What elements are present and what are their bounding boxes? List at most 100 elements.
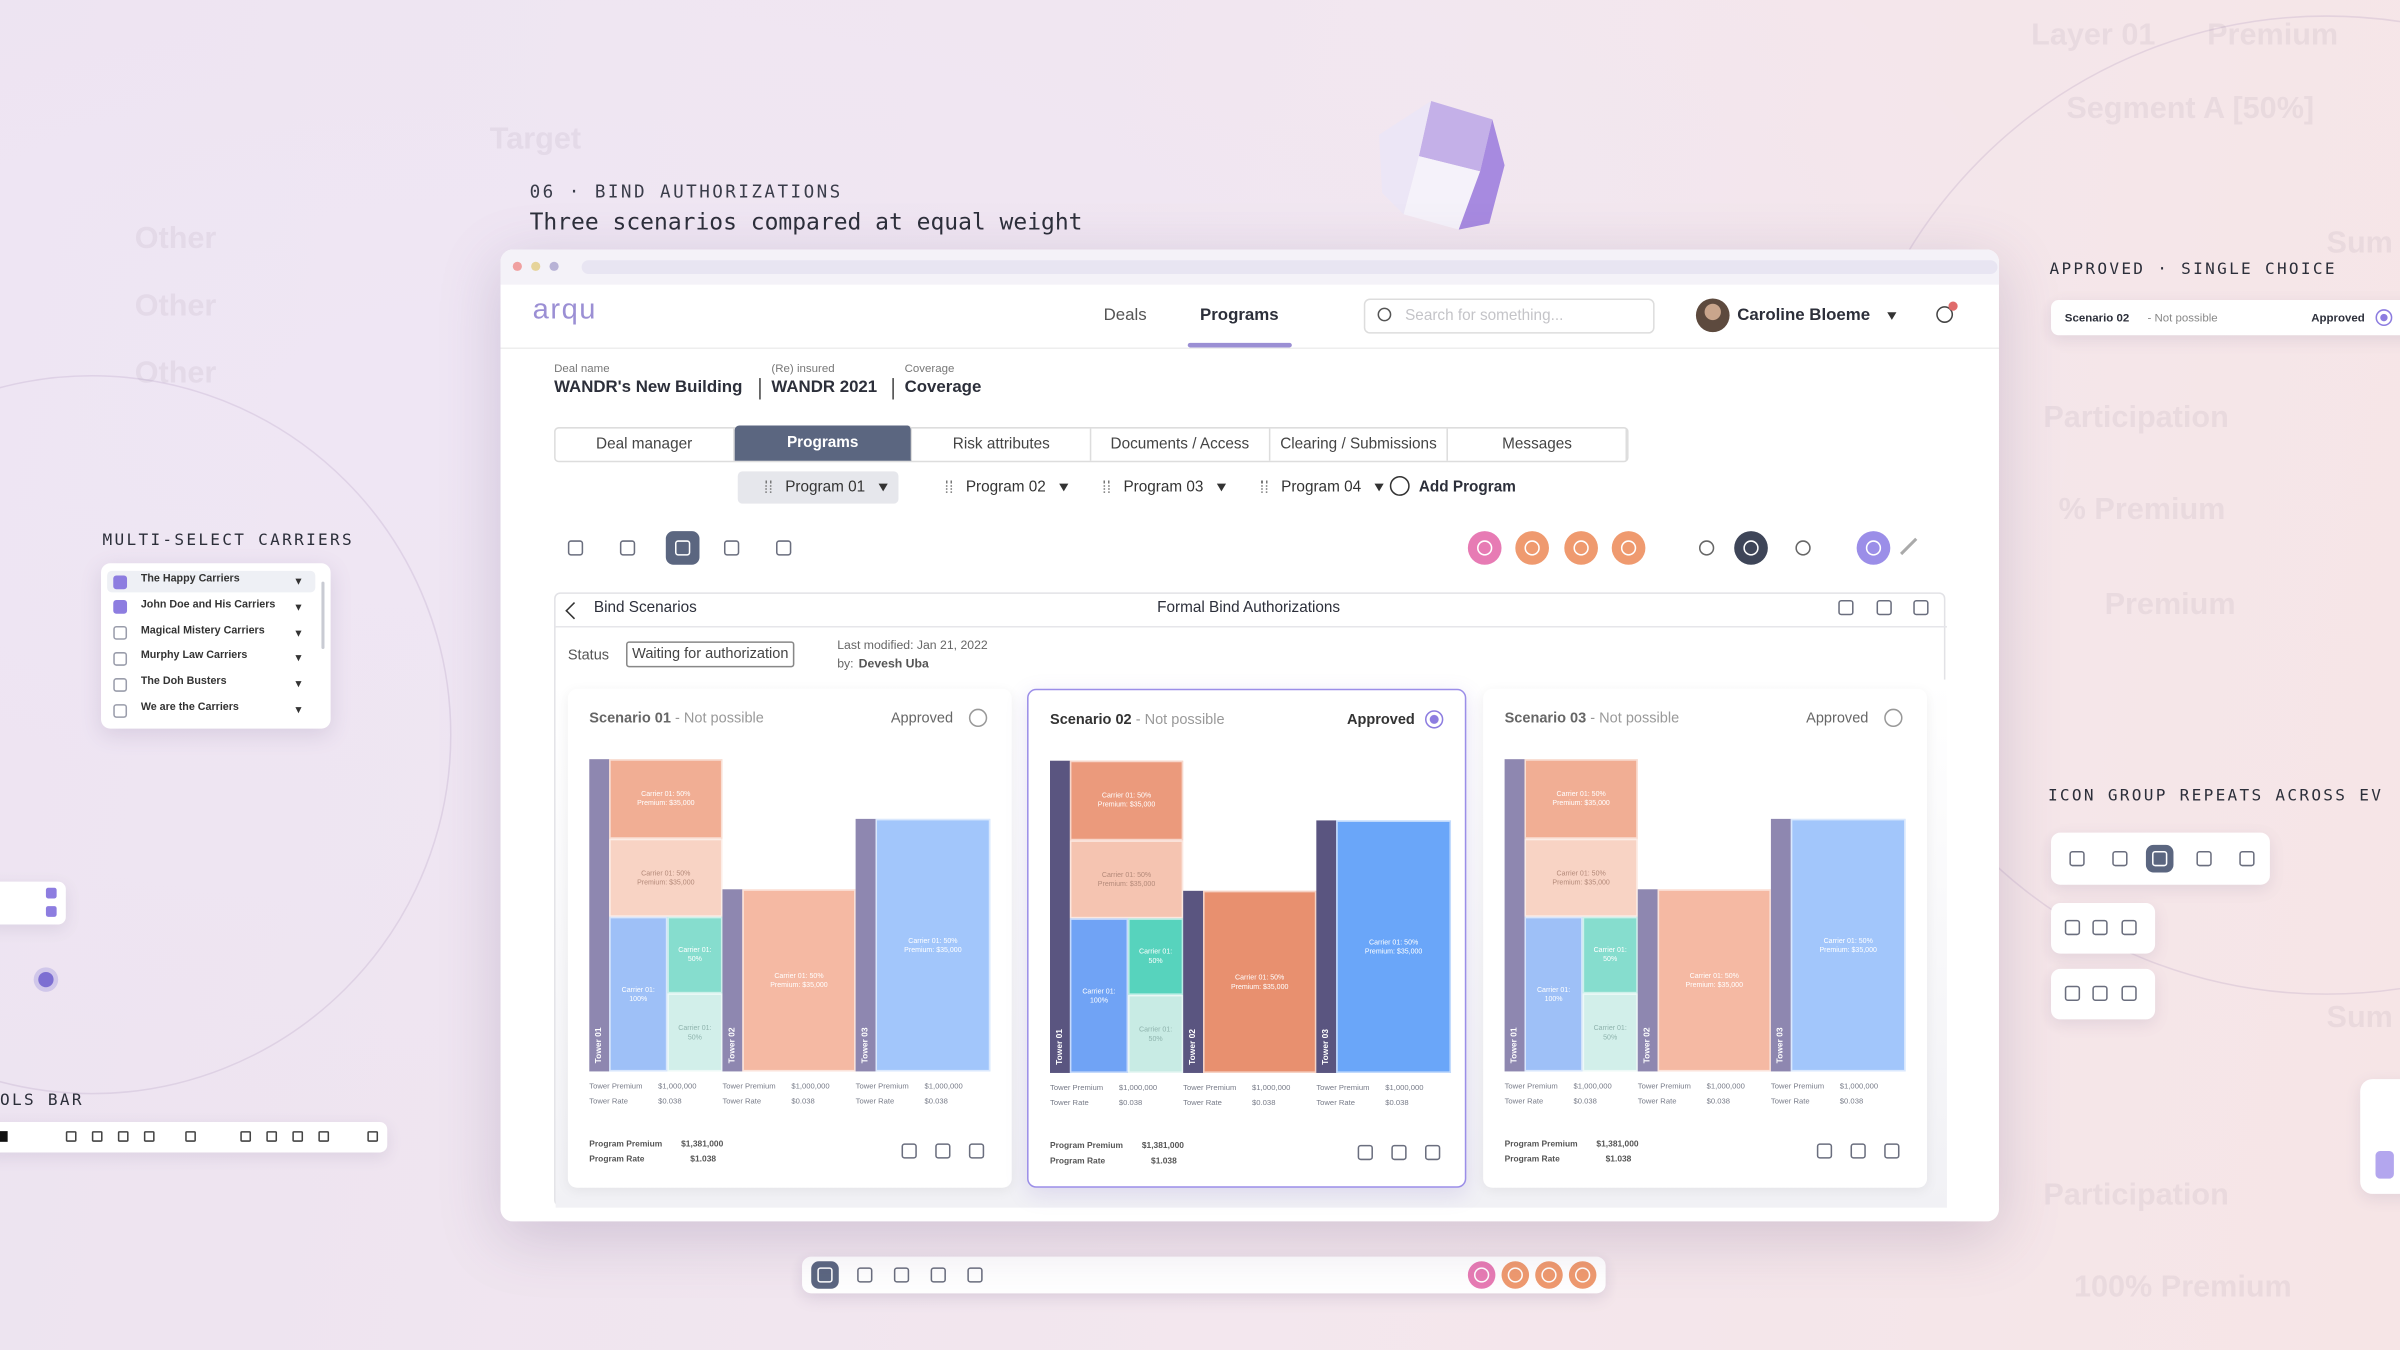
icon-button[interactable] [614, 534, 642, 562]
action-button[interactable] [1564, 531, 1598, 565]
icon-button[interactable] [2117, 915, 2141, 939]
icon-button[interactable] [964, 1139, 988, 1163]
tab[interactable]: Clearing / Submissions [1270, 428, 1449, 461]
icon-button[interactable] [2117, 981, 2141, 1005]
icon-button[interactable] [2063, 845, 2091, 873]
panel-action[interactable] [1834, 595, 1857, 618]
action-button[interactable] [1568, 1261, 1597, 1289]
icon-button[interactable] [1812, 1139, 1836, 1163]
add-program[interactable]: Add Program [1418, 479, 1516, 496]
panel-back[interactable]: Bind Scenarios [593, 599, 697, 617]
dropdown-caret [295, 707, 302, 714]
tab[interactable]: Deal manager [556, 428, 735, 461]
carrier-name: The Happy Carriers [140, 573, 240, 585]
search-box[interactable]: Search for something... [1363, 298, 1655, 334]
user-name: Caroline Bloeme [1737, 306, 1871, 325]
save-button[interactable] [1856, 531, 1891, 565]
nav-link[interactable]: Programs [1199, 306, 1279, 325]
scenario-card[interactable]: Scenario 02 - Not possible Approved Tower … [1027, 688, 1467, 1188]
icon-button[interactable] [718, 534, 746, 562]
view-toggle[interactable] [1786, 531, 1820, 565]
tower-premium: $1,000,000 [658, 1082, 697, 1092]
format-button[interactable] [266, 1131, 278, 1142]
tower-premium: $1,000,000 [1252, 1083, 1291, 1093]
approved-radio[interactable] [1884, 708, 1903, 728]
window-dot [549, 261, 559, 271]
format-button[interactable] [292, 1131, 304, 1142]
action-button[interactable] [1515, 531, 1549, 565]
icon-button[interactable] [851, 1261, 879, 1289]
icon-button[interactable] [2088, 915, 2112, 939]
format-button[interactable] [143, 1131, 155, 1142]
icon-button[interactable] [2060, 981, 2084, 1005]
tab[interactable]: Programs [734, 425, 913, 461]
format-button[interactable] [117, 1131, 129, 1142]
icon-button[interactable] [1387, 1140, 1411, 1164]
radio [2375, 309, 2393, 327]
tab[interactable]: Messages [1449, 428, 1628, 461]
format-button[interactable] [318, 1131, 330, 1142]
icon-button[interactable] [1846, 1139, 1870, 1163]
action-button[interactable] [1611, 531, 1646, 565]
format-button[interactable] [240, 1131, 252, 1142]
icon-button[interactable] [665, 531, 700, 565]
icon-button[interactable] [961, 1261, 989, 1289]
window-dot [531, 261, 541, 271]
cube-face [1379, 101, 1432, 215]
checkbox [113, 703, 128, 718]
drag-handle [945, 480, 953, 493]
panel-action[interactable] [1872, 595, 1895, 618]
tower-rate-label: Tower Rate [589, 1097, 629, 1107]
side-label: APPROVED · SINGLE CHOICE [2049, 260, 2337, 279]
view-toggle[interactable] [1690, 531, 1724, 565]
icon-button[interactable] [1420, 1140, 1444, 1164]
icon-button[interactable] [931, 1139, 955, 1163]
view-toggle[interactable] [1734, 531, 1768, 565]
icon-button[interactable] [1880, 1139, 1904, 1163]
decor-cube [1379, 101, 1505, 230]
carrier-name: The Doh Busters [140, 676, 227, 688]
color-swatch [0, 1131, 8, 1142]
icon-button[interactable] [562, 534, 590, 562]
panel-action[interactable] [1909, 595, 1932, 618]
icon-button[interactable] [2145, 844, 2174, 873]
program-pill[interactable]: Program 04 [1281, 479, 1362, 496]
format-button[interactable] [185, 1131, 196, 1142]
program-pill[interactable]: Program 03 [1123, 479, 1204, 496]
icon-button[interactable] [2190, 845, 2218, 873]
icon-button[interactable] [2233, 845, 2261, 873]
icon-button[interactable] [1353, 1140, 1377, 1164]
format-button[interactable] [91, 1131, 103, 1142]
approved-label: Approved [890, 710, 954, 728]
tab[interactable]: Risk attributes [913, 428, 1092, 461]
format-button[interactable] [367, 1131, 379, 1142]
cell-text: Premium: $35,000 [637, 798, 695, 807]
action-button[interactable] [1467, 531, 1502, 565]
icon-button[interactable] [2060, 915, 2084, 939]
icon-button[interactable] [924, 1261, 952, 1289]
format-button[interactable] [65, 1131, 77, 1142]
scenario-card[interactable]: Scenario 03 - Not possible Approved Tower … [1483, 688, 1928, 1188]
program-pill[interactable]: Program 01 [785, 479, 866, 496]
icon-button[interactable] [2106, 845, 2134, 873]
checkbox [113, 677, 128, 692]
action-button[interactable] [1501, 1261, 1530, 1289]
icon-button[interactable] [897, 1139, 921, 1163]
checkbox [45, 887, 57, 899]
action-button[interactable] [1535, 1261, 1563, 1289]
icon-button[interactable] [888, 1261, 916, 1289]
tower-name: Tower 02 [1643, 1027, 1653, 1064]
icon-button[interactable] [811, 1261, 839, 1289]
panel-divider [555, 626, 1947, 628]
layer-cell: Carrier 01: 100% [1069, 918, 1129, 1073]
approved-radio[interactable] [968, 708, 988, 728]
approved-radio[interactable] [1424, 710, 1444, 729]
nav-link[interactable]: Deals [1103, 306, 1147, 325]
icon-button[interactable] [770, 534, 798, 562]
icon-button[interactable] [2088, 981, 2112, 1005]
bottom-toolbar [802, 1256, 1606, 1294]
program-pill[interactable]: Program 02 [965, 479, 1046, 496]
action-button[interactable] [1467, 1261, 1496, 1289]
scenario-card[interactable]: Scenario 01 - Not possible Approved Tower … [567, 688, 1012, 1188]
tab[interactable]: Documents / Access [1091, 428, 1270, 461]
